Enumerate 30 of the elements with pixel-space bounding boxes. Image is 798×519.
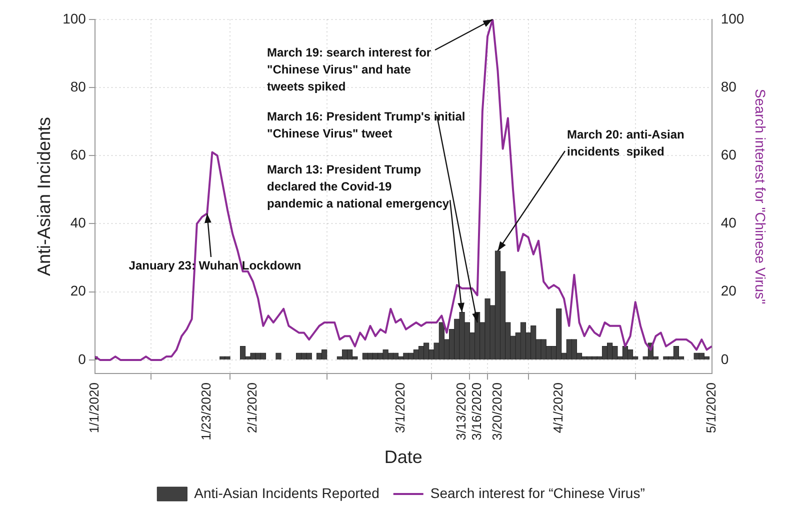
y2-tick-label: 40 — [720, 214, 737, 231]
x-tick-label: 3/20/2020 — [489, 382, 504, 440]
x-tick-label: 3/16/2020 — [468, 382, 484, 440]
x-tick-label: 1/1/2020 — [86, 382, 102, 434]
annotation: March 20: anti-Asian incidents spiked — [567, 127, 684, 158]
x-tick-label: 2/1/2020 — [244, 382, 260, 434]
legend-label: Anti-Asian Incidents Reported — [194, 484, 380, 501]
x-tick-label: 4/1/2020 — [550, 382, 566, 434]
y-axis-title: Anti-Asian Incidents — [34, 116, 54, 276]
x-tick-label: 3/1/2020 — [392, 382, 408, 434]
y2-tick-label: 20 — [720, 282, 737, 299]
annotation: March 19: search interest for "Chinese Virus" and hate tweets spiked — [267, 45, 432, 94]
y-tick-label: 20 — [70, 282, 86, 299]
x-tick-label: 1/23/2020 — [198, 382, 214, 440]
x-axis-title: Date — [384, 447, 422, 468]
y-tick-label: 60 — [70, 146, 86, 162]
y-tick-label: 0 — [78, 350, 86, 367]
annotation: March 13: President Trump declared the Covid-19 pandemic a national emergency — [267, 162, 450, 210]
annotation: March 16: President Trump's initial "Chinese Virus" tweet — [267, 109, 466, 140]
y2-tick-label: 60 — [720, 146, 737, 162]
y2-tick-label: 80 — [720, 78, 737, 94]
y-tick-label: 80 — [70, 78, 86, 94]
y2-tick-label: 0 — [720, 350, 729, 367]
y2-tick-label: 100 — [720, 10, 744, 26]
y-tick-label: 100 — [62, 10, 86, 26]
legend-label: Search interest for “Chinese Virus” — [430, 484, 646, 501]
y2-axis-title: Search interest for "Chinese Virus" — [752, 88, 769, 304]
x-tick-label: 3/13/2020 — [454, 382, 469, 440]
x-tick-label: 5/1/2020 — [703, 382, 718, 434]
y-tick-label: 40 — [70, 214, 86, 231]
